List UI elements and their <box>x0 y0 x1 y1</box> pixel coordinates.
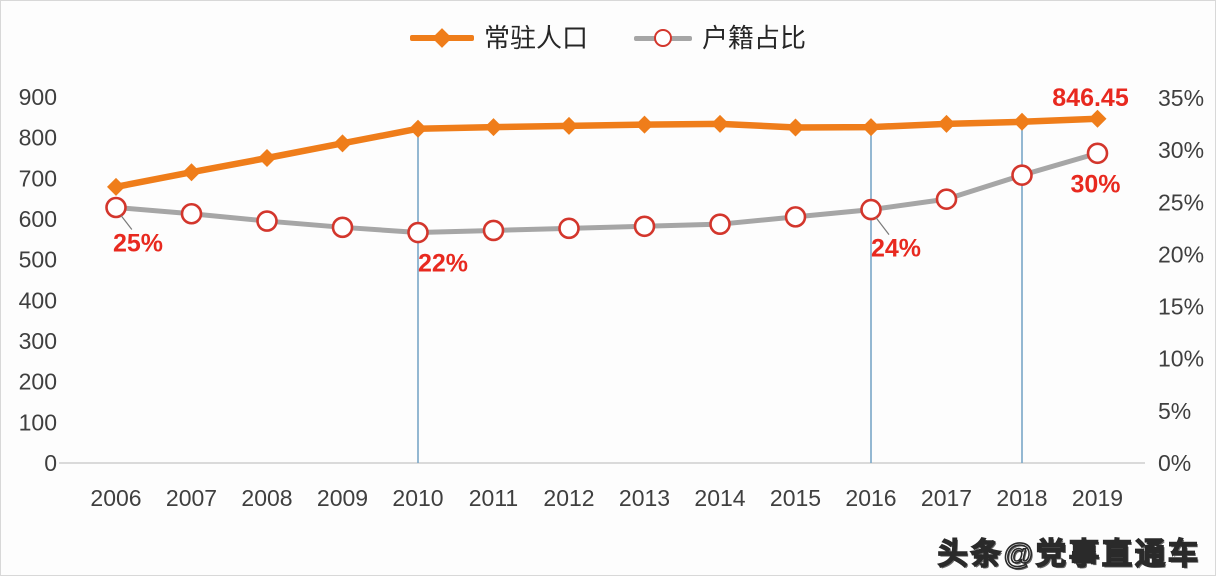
x-axis-tick-2007: 2007 <box>166 485 217 511</box>
data-point-hukou-2016 <box>860 198 882 221</box>
y-axis-left-tick: 700 <box>19 165 57 191</box>
y-axis-left-tick: 500 <box>19 247 57 273</box>
annotation-label-2010: 22% <box>418 250 468 278</box>
y-axis-left-tick: 400 <box>19 287 57 313</box>
data-point-hukou-2011 <box>482 219 505 242</box>
y-axis-right-tick: 35% <box>1158 85 1204 111</box>
legend-label-resident-population: 常驻人口 <box>483 23 588 53</box>
data-point-hukou-2014 <box>709 213 731 235</box>
x-axis-tick-2013: 2013 <box>619 485 670 511</box>
legend-item-hukou-ratio[interactable]: 户籍占比 <box>634 25 806 51</box>
series-line-hukou-ratio <box>115 150 1099 236</box>
y-axis-right-tick: 20% <box>1158 241 1204 267</box>
data-point-hukou-2006 <box>105 196 127 219</box>
annotation-label-2006: 25% <box>113 230 163 258</box>
y-axis-right-tick: 30% <box>1158 137 1204 163</box>
y-axis-left-tick: 800 <box>19 125 57 151</box>
data-point-population-2016 <box>862 118 880 137</box>
data-point-hukou-2008 <box>256 210 278 232</box>
x-axis-tick-2019: 2019 <box>1072 485 1123 511</box>
data-point-hukou-2010 <box>407 221 429 244</box>
x-axis-tick-2012: 2012 <box>543 485 594 511</box>
y-axis-left-tick: 900 <box>19 84 57 110</box>
data-point-population-2018 <box>1013 112 1031 131</box>
data-point-hukou-2015 <box>784 206 807 228</box>
y-axis-left-tick: 200 <box>19 369 57 395</box>
data-point-population-2015 <box>786 118 805 137</box>
annotation-label-2016: 24% <box>871 235 921 263</box>
x-axis-tick-2015: 2015 <box>770 485 821 511</box>
y-axis-right-tick: 10% <box>1158 346 1204 372</box>
y-axis-left-tick: 0 <box>44 450 57 476</box>
gray-circle-series-marker <box>634 29 692 47</box>
watermark: 头条@党事直通车 <box>937 538 1201 571</box>
x-axis-tick-2018: 2018 <box>996 485 1047 511</box>
y-axis-right-tick: 25% <box>1158 189 1204 215</box>
legend-item-resident-population[interactable]: 常驻人口 <box>409 23 588 53</box>
circle-marker-icon <box>654 29 672 47</box>
data-point-hukou-2017 <box>935 188 958 210</box>
data-point-population-2014 <box>711 114 729 133</box>
data-point-hukou-2013 <box>633 215 656 238</box>
data-point-hukou-2007 <box>180 202 203 225</box>
data-point-population-2012 <box>560 116 578 135</box>
data-point-population-2009 <box>333 134 352 153</box>
series-line-resident-population <box>115 115 1098 191</box>
data-point-population-2013 <box>635 115 654 134</box>
data-point-hukou-2018 <box>1011 164 1033 186</box>
legend-label-hukou-ratio: 户籍占比 <box>702 23 807 53</box>
y-axis-right-tick: 15% <box>1158 294 1204 320</box>
data-point-population-2008 <box>258 149 276 167</box>
data-point-population-2010 <box>409 119 427 138</box>
x-axis-tick-2016: 2016 <box>845 485 896 511</box>
y-axis-left-tick: 300 <box>19 328 57 354</box>
y-axis-right-tick: 0% <box>1158 450 1191 476</box>
data-point-hukou-2012 <box>558 217 580 240</box>
annotation-label-2019: 846.45 <box>1052 84 1129 112</box>
diamond-marker-icon <box>432 28 452 48</box>
x-axis-tick-2014: 2014 <box>694 485 745 511</box>
data-point-population-2006 <box>107 177 125 196</box>
x-axis-tick-2010: 2010 <box>392 485 443 511</box>
x-axis-tick-2017: 2017 <box>921 485 972 511</box>
x-axis-tick-2011: 2011 <box>469 485 518 511</box>
data-point-population-2017 <box>937 114 956 133</box>
annotation-leader-2016 <box>875 217 890 235</box>
data-point-population-2007 <box>182 163 201 182</box>
data-point-hukou-2019 <box>1086 142 1109 165</box>
data-point-hukou-2009 <box>331 216 354 239</box>
y-axis-right-tick: 5% <box>1158 398 1191 424</box>
x-axis-tick-2006: 2006 <box>90 485 141 511</box>
x-axis-tick-2009: 2009 <box>317 485 368 511</box>
annotation-label-2019: 30% <box>1070 170 1120 198</box>
annotation-leader-2006 <box>120 215 133 230</box>
chart-legend: 常驻人口 户籍占比 <box>1 25 1215 51</box>
y-axis-left-tick: 100 <box>19 409 57 435</box>
data-point-population-2019 <box>1088 109 1107 128</box>
x-axis-tick-2008: 2008 <box>241 485 292 511</box>
y-axis-left-tick: 600 <box>19 206 57 232</box>
data-point-population-2011 <box>484 118 503 137</box>
orange-diamond-series-marker <box>409 28 474 48</box>
